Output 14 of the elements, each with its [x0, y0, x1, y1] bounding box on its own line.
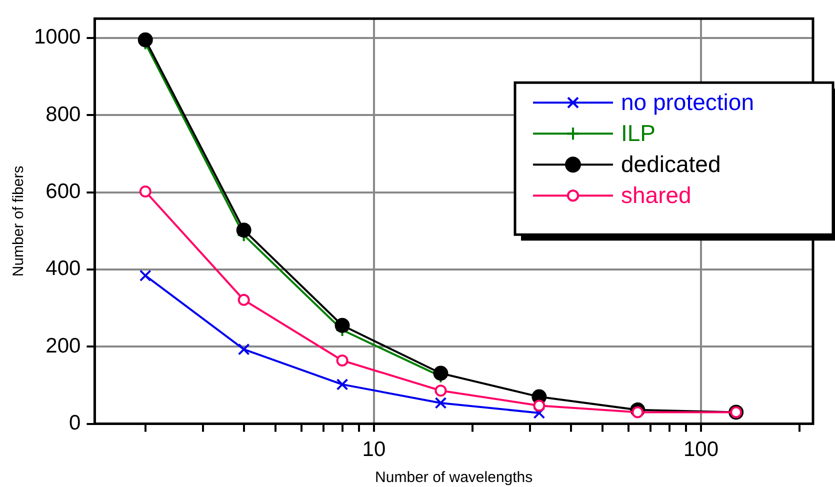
x-tick-label: 10 [362, 438, 386, 462]
x-tick-label: 100 [683, 438, 719, 462]
y-tick-label: 400 [46, 257, 81, 280]
y-tick-label: 0 [69, 412, 81, 435]
legend-label: ILP [621, 120, 656, 146]
y-tick-label: 600 [46, 180, 81, 204]
legend-label: no protection [621, 88, 754, 115]
y-axis-title: Number of fibers [10, 166, 28, 277]
y-tick-label: 800 [46, 102, 81, 126]
x-axis-title: Number of wavelengths [375, 469, 533, 486]
legend-label: dedicated [621, 150, 721, 177]
y-tick-label: 1000 [34, 26, 81, 49]
legend-label: shared [621, 182, 692, 208]
y-tick-label: 200 [46, 334, 81, 358]
